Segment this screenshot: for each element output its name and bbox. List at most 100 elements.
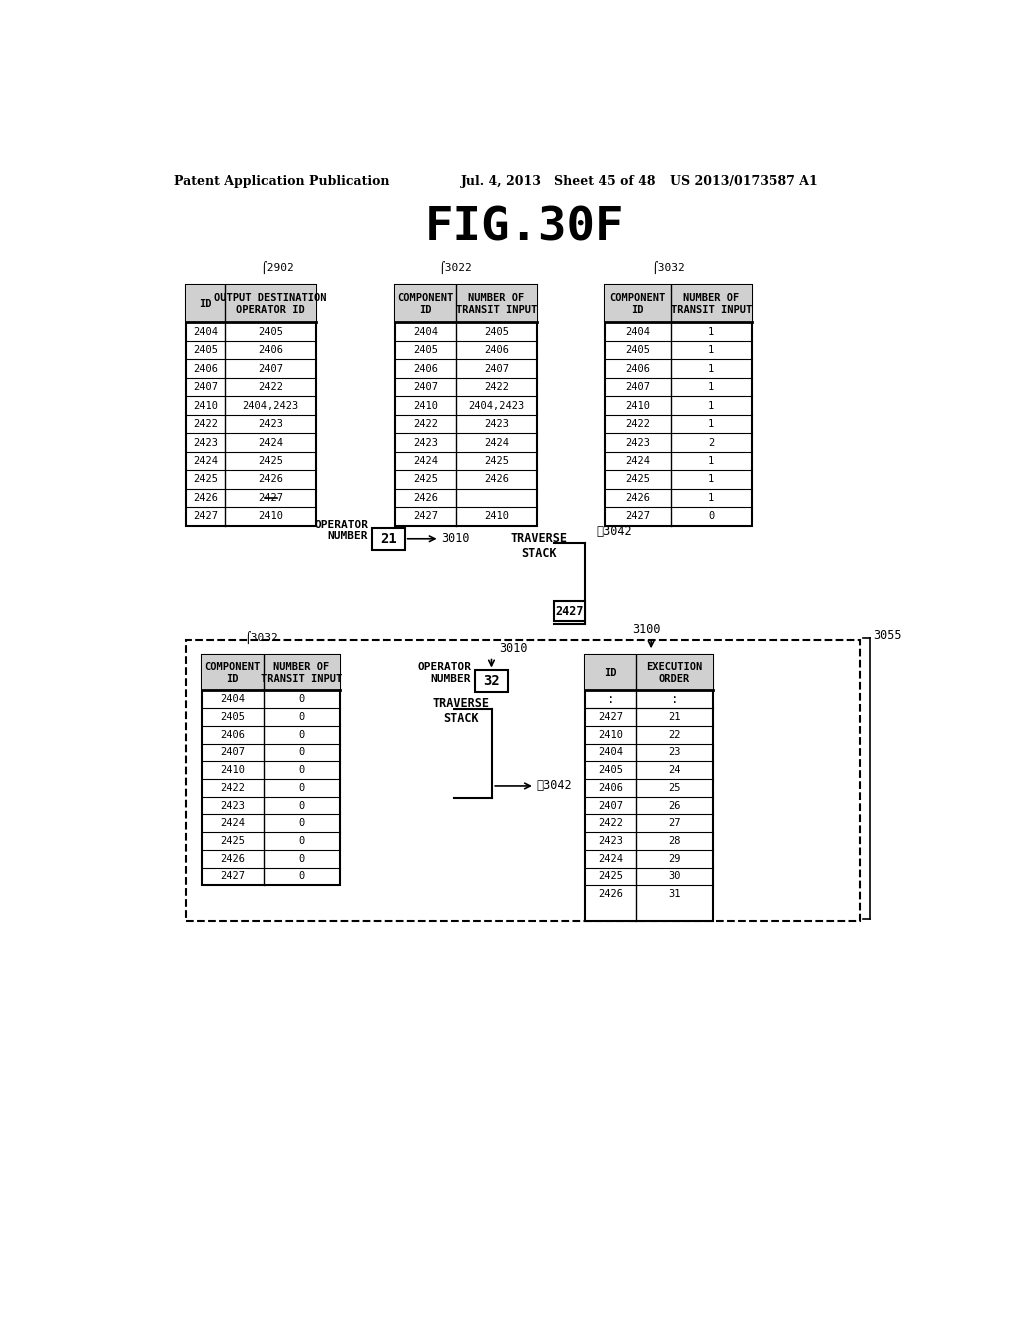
Text: 2422: 2422: [258, 381, 283, 392]
Text: ⌠3022: ⌠3022: [438, 261, 472, 275]
Text: 0: 0: [298, 801, 305, 810]
Text: ⌠2902: ⌠2902: [260, 261, 294, 275]
Text: NUMBER OF
TRANSIT INPUT: NUMBER OF TRANSIT INPUT: [671, 293, 752, 314]
Text: 24: 24: [668, 766, 681, 775]
Text: NUMBER OF
TRANSIT INPUT: NUMBER OF TRANSIT INPUT: [261, 661, 342, 684]
Text: EXECUTION
ORDER: EXECUTION ORDER: [646, 661, 702, 684]
Text: 0: 0: [298, 783, 305, 793]
Text: 2407: 2407: [484, 363, 509, 374]
Text: 2424: 2424: [625, 455, 650, 466]
Text: 3010: 3010: [441, 532, 470, 545]
Text: 0: 0: [298, 747, 305, 758]
Text: 2425: 2425: [484, 455, 509, 466]
Text: 21: 21: [668, 711, 681, 722]
Text: 2406: 2406: [484, 345, 509, 355]
Text: 2407: 2407: [625, 381, 650, 392]
Text: OPERATOR
NUMBER: OPERATOR NUMBER: [314, 520, 369, 541]
Text: 2405: 2405: [258, 326, 283, 337]
Text: Patent Application Publication: Patent Application Publication: [174, 176, 390, 187]
Text: 2410: 2410: [625, 400, 650, 411]
Bar: [186, 285, 316, 322]
Text: 2424: 2424: [598, 854, 623, 863]
Text: 2405: 2405: [193, 345, 218, 355]
Bar: [475, 671, 508, 692]
Text: Jul. 4, 2013   Sheet 45 of 48: Jul. 4, 2013 Sheet 45 of 48: [461, 176, 656, 187]
Text: 0: 0: [298, 871, 305, 882]
Text: 1: 1: [708, 492, 715, 503]
Text: ID: ID: [604, 668, 616, 677]
Text: TRAVERSE
STACK: TRAVERSE STACK: [510, 532, 567, 560]
Text: 3055: 3055: [873, 630, 902, 643]
Text: 2426: 2426: [220, 854, 245, 863]
Text: 2422: 2422: [220, 783, 245, 793]
Text: 2404: 2404: [220, 694, 245, 705]
Text: 2427: 2427: [625, 511, 650, 521]
Bar: [202, 655, 340, 690]
Text: 31: 31: [668, 890, 681, 899]
Text: 2422: 2422: [484, 381, 509, 392]
Text: 2424: 2424: [258, 437, 283, 447]
Text: NUMBER OF
TRANSIT INPUT: NUMBER OF TRANSIT INPUT: [456, 293, 538, 314]
Text: 2427: 2427: [598, 711, 623, 722]
Bar: [604, 285, 752, 525]
Text: 2424: 2424: [193, 455, 218, 466]
Text: 1: 1: [708, 363, 715, 374]
Bar: [604, 285, 752, 322]
Text: 2405: 2405: [625, 345, 650, 355]
Text: 2423: 2423: [413, 437, 438, 447]
Text: 2425: 2425: [193, 474, 218, 484]
Text: OUTPUT DESTINATION
OPERATOR ID: OUTPUT DESTINATION OPERATOR ID: [214, 293, 327, 314]
Text: 2423: 2423: [484, 418, 509, 429]
Text: 2423: 2423: [220, 801, 245, 810]
Text: 2410: 2410: [220, 766, 245, 775]
Text: 2424: 2424: [484, 437, 509, 447]
Text: 2404,2423: 2404,2423: [468, 400, 524, 411]
Text: 2406: 2406: [220, 730, 245, 739]
Bar: [202, 655, 340, 886]
Text: 3100: 3100: [632, 623, 660, 636]
Text: ⌠3032: ⌠3032: [245, 631, 278, 644]
Text: 2406: 2406: [598, 783, 623, 793]
Text: 2410: 2410: [484, 511, 509, 521]
Text: 30: 30: [668, 871, 681, 882]
Text: 2426: 2426: [598, 890, 623, 899]
Text: 1: 1: [708, 345, 715, 355]
Text: 2404: 2404: [598, 747, 623, 758]
Text: 2426: 2426: [193, 492, 218, 503]
Text: 2425: 2425: [625, 474, 650, 484]
Text: 1: 1: [708, 455, 715, 466]
Text: US 2013/0173587 A1: US 2013/0173587 A1: [671, 176, 818, 187]
Text: 2426: 2426: [413, 492, 438, 503]
Text: 2422: 2422: [598, 818, 623, 828]
Text: 2423: 2423: [625, 437, 650, 447]
Text: 2407: 2407: [220, 747, 245, 758]
Text: 1: 1: [708, 400, 715, 411]
Text: 0: 0: [298, 836, 305, 846]
Text: 2405: 2405: [598, 766, 623, 775]
Text: 2425: 2425: [598, 871, 623, 882]
Text: 2422: 2422: [625, 418, 650, 429]
Text: COMPONENT
ID: COMPONENT ID: [609, 293, 666, 314]
Text: 2406: 2406: [413, 363, 438, 374]
Text: 32: 32: [483, 675, 500, 688]
Text: TRAVERSE
STACK: TRAVERSE STACK: [433, 697, 489, 726]
Text: 25: 25: [668, 783, 681, 793]
Text: 22: 22: [668, 730, 681, 739]
Text: COMPONENT
ID: COMPONENT ID: [397, 293, 454, 314]
Text: 2425: 2425: [220, 836, 245, 846]
Text: 29: 29: [668, 854, 681, 863]
Text: 2404: 2404: [193, 326, 218, 337]
Text: 2410: 2410: [598, 730, 623, 739]
Bar: [586, 655, 713, 690]
Text: 2404,2423: 2404,2423: [243, 400, 299, 411]
Text: ⁓3042: ⁓3042: [537, 779, 572, 792]
Text: 1: 1: [708, 381, 715, 392]
Text: 2410: 2410: [193, 400, 218, 411]
Text: 2423: 2423: [598, 836, 623, 846]
Text: 2427: 2427: [193, 511, 218, 521]
Text: 2410: 2410: [258, 511, 283, 521]
Text: ID: ID: [200, 298, 212, 309]
Text: 1: 1: [708, 418, 715, 429]
Text: 2406: 2406: [625, 363, 650, 374]
Text: 2407: 2407: [193, 381, 218, 392]
